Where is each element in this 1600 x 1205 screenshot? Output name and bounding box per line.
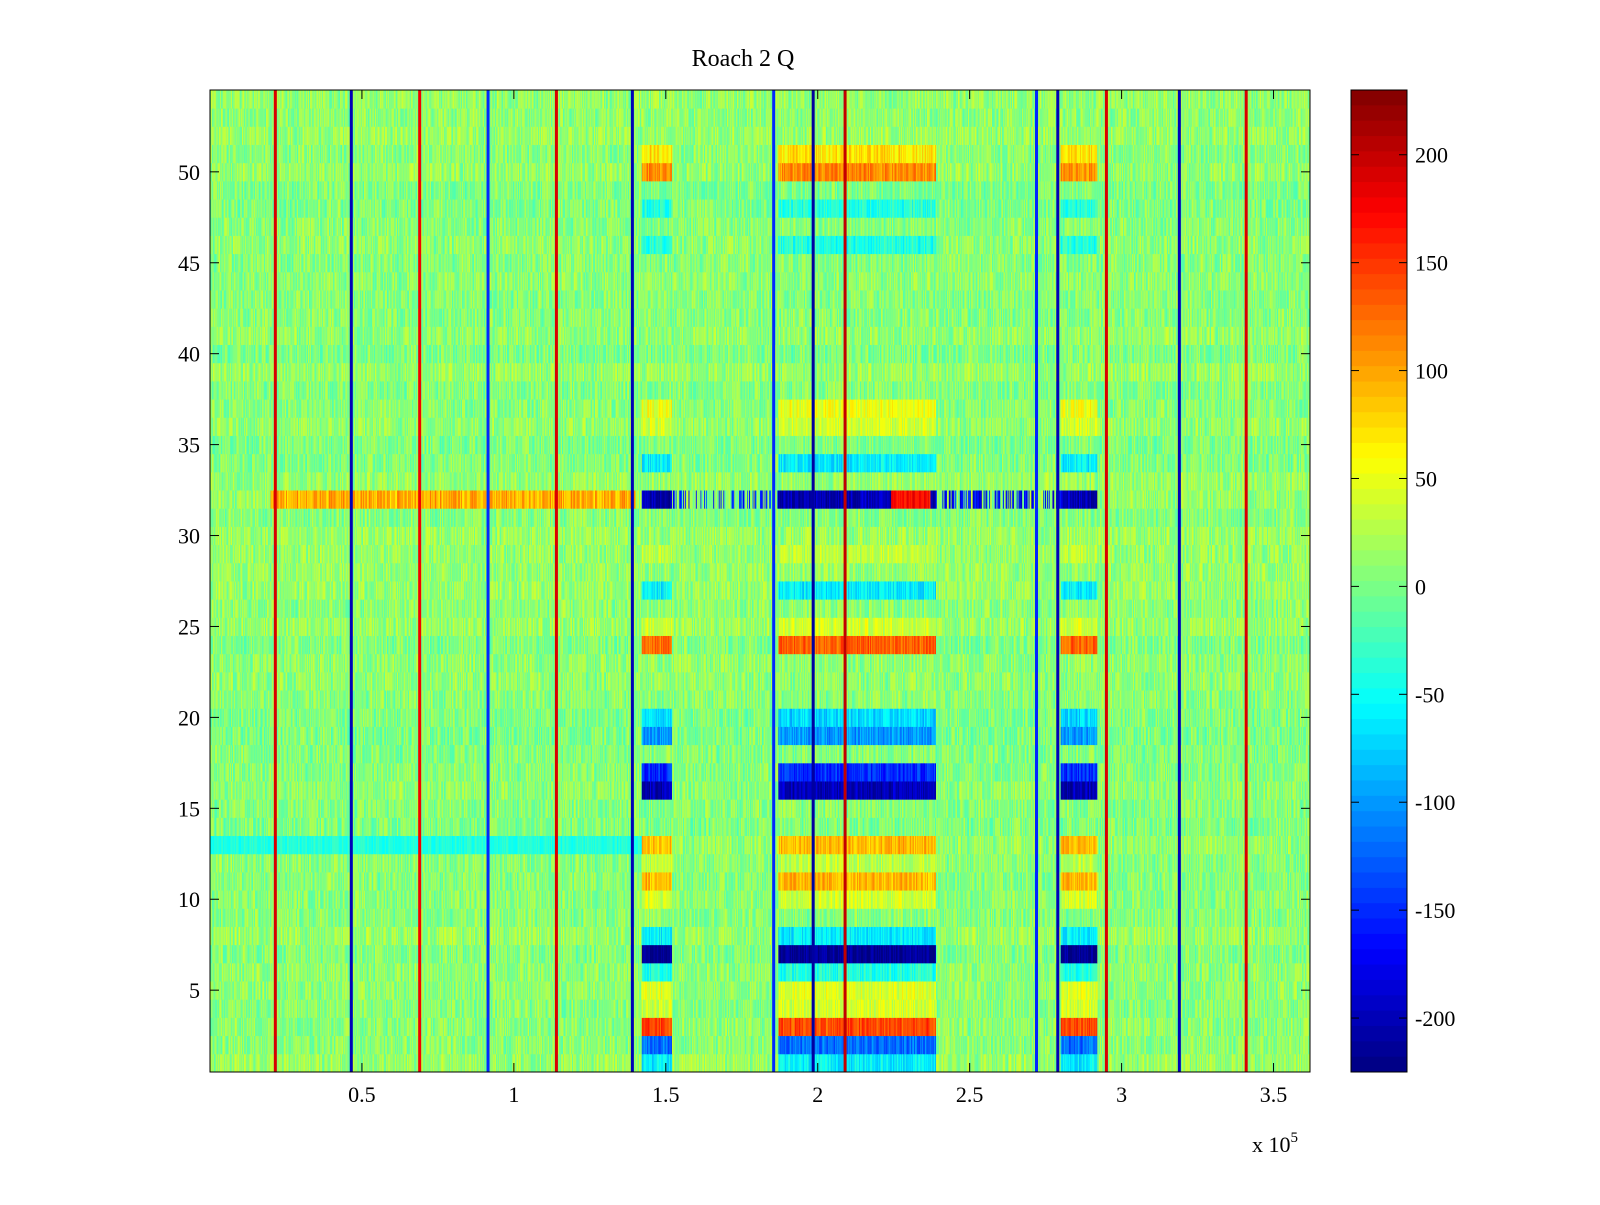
chart-title: Roach 2 Q bbox=[692, 46, 795, 72]
heatmap-row bbox=[210, 1017, 1310, 1036]
heatmap-cells bbox=[210, 90, 1310, 1072]
heatmap-row bbox=[210, 1036, 1310, 1055]
heatmap-row bbox=[210, 1054, 1310, 1073]
